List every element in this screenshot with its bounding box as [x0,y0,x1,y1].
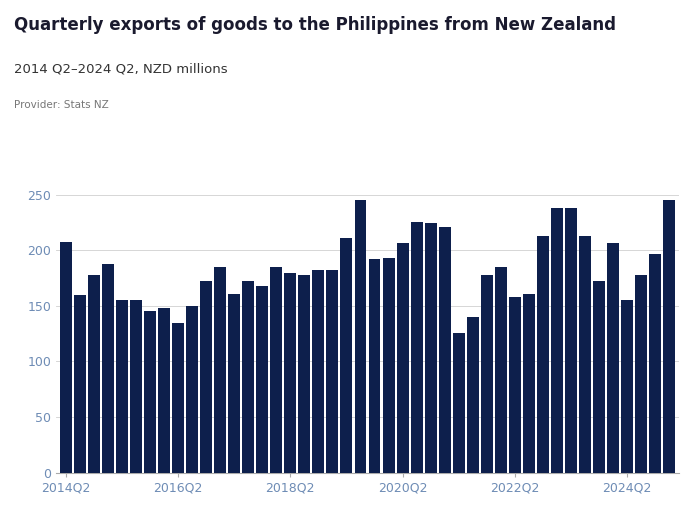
Bar [242,281,254,472]
Bar [228,293,240,472]
Bar [439,227,451,472]
Bar [60,242,72,472]
Bar [537,236,549,472]
Bar [621,300,633,472]
Bar [158,308,170,472]
Bar [509,297,521,472]
Bar [74,295,86,472]
Bar [200,281,212,472]
Bar [270,267,282,472]
Bar [481,275,493,472]
Bar [635,275,647,472]
Bar [607,243,619,472]
Bar [593,281,605,472]
Bar [102,264,114,472]
Bar [88,275,100,472]
Bar [467,317,479,472]
Bar [214,267,226,472]
Bar [663,201,675,472]
Bar [130,300,142,472]
Bar [354,201,366,472]
Text: Provider: Stats NZ: Provider: Stats NZ [14,100,108,110]
Bar [256,286,268,472]
Bar [298,275,310,472]
Bar [186,306,198,472]
Bar [649,254,661,472]
Bar [326,270,338,472]
Bar [565,208,577,472]
Text: Quarterly exports of goods to the Philippines from New Zealand: Quarterly exports of goods to the Philip… [14,16,616,34]
Text: figure.nz: figure.nz [575,24,652,38]
Text: 2014 Q2–2024 Q2, NZD millions: 2014 Q2–2024 Q2, NZD millions [14,63,228,76]
Bar [144,311,156,472]
Bar [411,222,423,472]
Bar [397,243,409,472]
Bar [453,332,465,472]
Bar [369,259,381,472]
Bar [340,238,352,472]
Bar [284,272,296,472]
Bar [116,300,128,472]
Bar [551,208,563,472]
Bar [312,270,324,472]
Bar [523,293,535,472]
Bar [579,236,591,472]
Bar [172,322,184,472]
Bar [383,258,395,472]
Bar [495,267,507,472]
Bar [425,223,437,472]
